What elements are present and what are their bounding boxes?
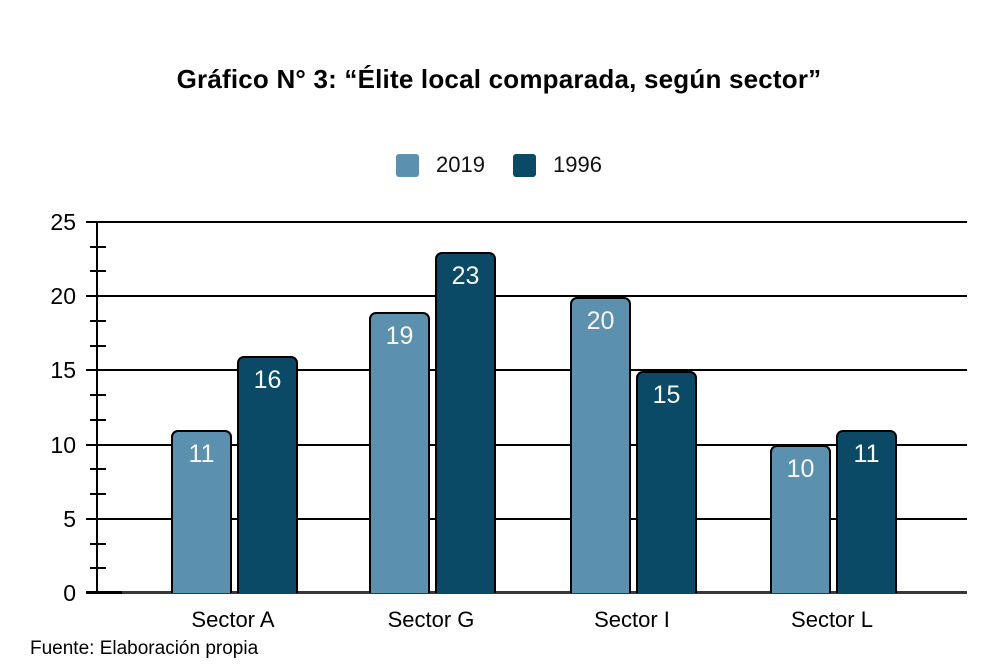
bar-1996-sector-l: 11 — [836, 430, 897, 593]
y-axis-minor-tick — [90, 468, 106, 471]
bar-2019-sector-i: 20 — [570, 296, 631, 593]
legend-item-2019: 2019 — [396, 152, 485, 178]
legend: 2019 1996 — [0, 152, 998, 178]
legend-label: 2019 — [436, 152, 485, 177]
bar-value-label: 23 — [451, 262, 480, 291]
legend-label: 1996 — [553, 152, 602, 177]
x-axis-label-sector-a: Sector A — [191, 607, 275, 632]
source-note: Fuente: Elaboración propia — [30, 638, 259, 659]
y-axis-minor-tick — [90, 542, 106, 545]
y-axis-minor-tick — [90, 319, 106, 322]
y-axis-minor-tick — [90, 567, 106, 570]
x-axis-label-sector-l: Sector L — [791, 607, 873, 632]
y-axis-label-0: 0 — [63, 580, 76, 606]
y-axis-label-25: 25 — [50, 209, 76, 235]
gridline-25 — [86, 221, 967, 223]
bar-1996-sector-i: 15 — [636, 370, 697, 593]
y-axis-minor-tick — [90, 344, 106, 347]
bar-value-label: 11 — [853, 440, 880, 469]
y-axis-minor-tick — [90, 394, 106, 397]
bar-value-label: 11 — [188, 440, 215, 469]
x-axis-origin-tick — [86, 591, 122, 594]
gridline-5 — [86, 517, 967, 520]
gridline-15 — [86, 369, 967, 372]
bar-value-label: 19 — [385, 321, 414, 350]
bar-2019-sector-g: 19 — [369, 311, 430, 593]
bar-value-label: 10 — [786, 455, 815, 484]
y-axis-label-20: 20 — [50, 283, 76, 310]
chart-title: Gráfico N° 3: “Élite local comparada, se… — [176, 64, 822, 94]
legend-item-1996: 1996 — [513, 152, 602, 178]
bar-1996-sector-g: 23 — [435, 252, 496, 593]
x-axis-line — [98, 591, 967, 594]
y-axis-minor-tick — [90, 245, 106, 248]
y-axis-label-5: 5 — [63, 505, 76, 532]
plot-area: 11 16 19 23 20 15 10 11 — [86, 221, 967, 594]
legend-swatch-2019 — [396, 153, 420, 177]
bar-value-label: 15 — [652, 380, 681, 409]
bar-1996-sector-a: 16 — [237, 356, 298, 593]
x-axis-label-sector-i: Sector I — [594, 607, 670, 632]
y-axis-minor-tick — [90, 270, 106, 273]
gridline-10 — [86, 443, 967, 446]
bar-2019-sector-a: 11 — [171, 430, 232, 593]
bar-value-label: 20 — [586, 306, 615, 335]
gridline-20 — [86, 295, 967, 298]
y-axis-label-10: 10 — [50, 431, 76, 458]
bar-2019-sector-l: 10 — [770, 445, 831, 593]
y-axis-minor-tick — [90, 493, 106, 496]
y-axis-minor-tick — [90, 418, 106, 421]
x-axis-label-sector-g: Sector G — [387, 607, 475, 632]
legend-swatch-1996 — [513, 153, 536, 177]
bar-value-label: 16 — [253, 366, 282, 395]
y-axis-label-15: 15 — [50, 357, 76, 384]
